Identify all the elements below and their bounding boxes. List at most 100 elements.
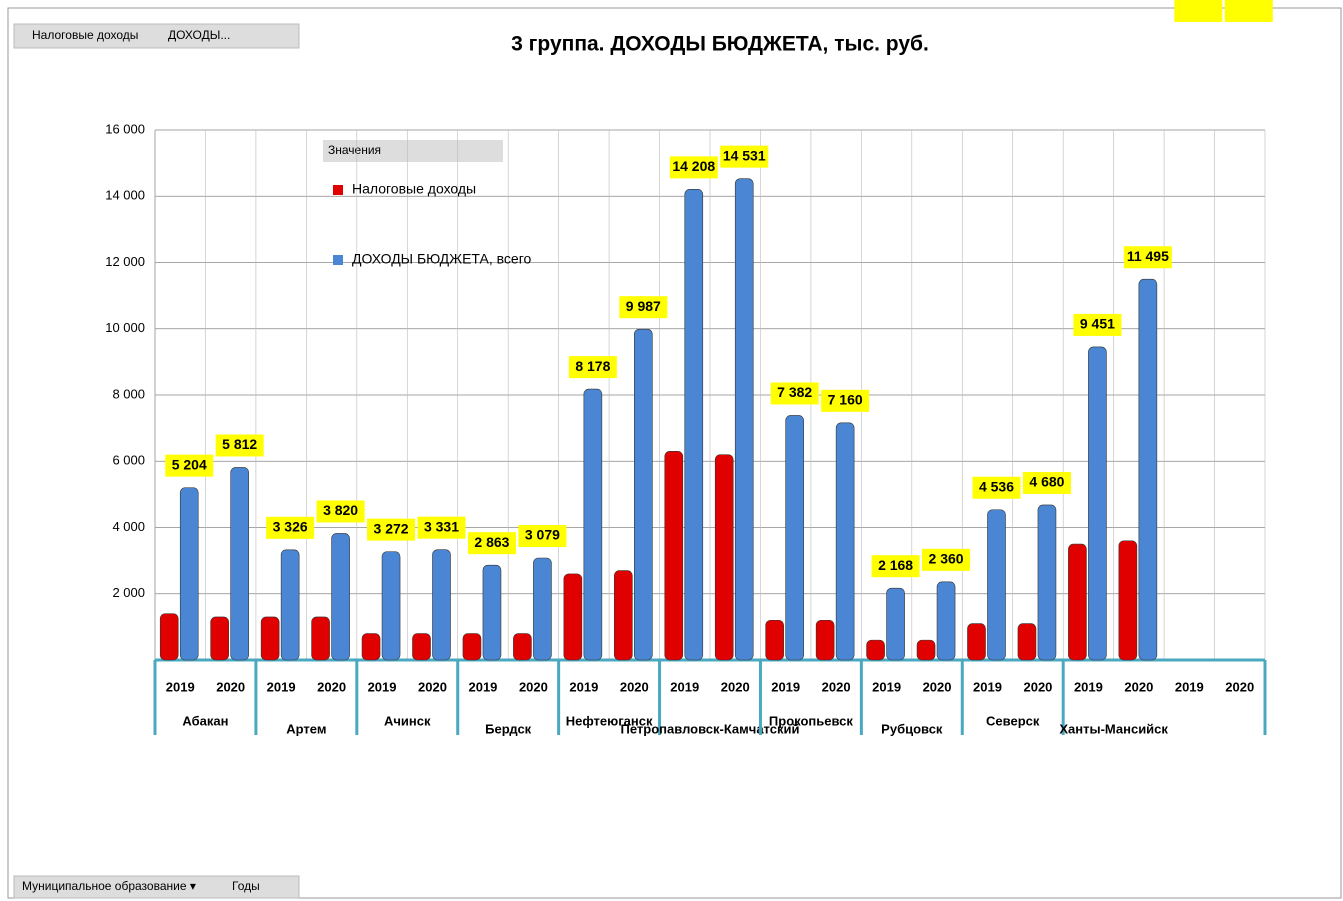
- bar: [462, 633, 482, 661]
- bar: [381, 551, 401, 661]
- x-tick-label: 2020: [317, 679, 346, 694]
- data-label: 7 382: [777, 384, 812, 400]
- x-tick-label: 2019: [973, 679, 1002, 694]
- bar: [634, 328, 653, 661]
- data-label: 3 331: [424, 518, 459, 534]
- group-label: Прокопьевск: [769, 713, 853, 728]
- bar: [159, 613, 179, 661]
- label-box: [1073, 313, 1122, 336]
- label-box: [467, 532, 516, 555]
- x-tick-label: 2019: [468, 679, 497, 694]
- x-tick-label: 2020: [1225, 679, 1254, 694]
- x-tick-label: 2019: [771, 679, 800, 694]
- bar: [835, 422, 855, 661]
- axis-field[interactable]: Муниципальное образование ▾: [22, 879, 196, 893]
- bar: [967, 623, 986, 661]
- data-label: 3 820: [323, 502, 358, 518]
- bar: [361, 633, 381, 661]
- data-label: 14 531: [723, 147, 766, 163]
- data-label: 4 680: [1029, 474, 1064, 490]
- label-box: [316, 500, 365, 523]
- chart-title: 3 группа. ДОХОДЫ БЮДЖЕТА, тыс. руб.: [511, 33, 929, 56]
- field-button[interactable]: ДОХОДЫ...: [168, 28, 230, 42]
- y-tick-label: 2 000: [112, 585, 145, 600]
- group-label: Рубцовск: [881, 721, 943, 736]
- label-box: [669, 156, 718, 179]
- label-box: [1174, 0, 1223, 22]
- group-label: Артем: [286, 721, 326, 736]
- y-tick-label: 4 000: [112, 519, 145, 534]
- data-label: 2 863: [474, 534, 509, 550]
- data-label: 14 208: [672, 158, 715, 174]
- y-tick-label: 10 000: [105, 320, 145, 335]
- x-tick-label: 2019: [166, 679, 195, 694]
- group-label: Нефтеюганск: [566, 713, 653, 728]
- bar: [533, 557, 552, 661]
- group-label: Бердск: [485, 721, 532, 736]
- x-tick-label: 2020: [822, 679, 851, 694]
- label-box: [266, 516, 315, 539]
- data-label: 4 536: [979, 478, 1014, 494]
- data-label: 9 987: [626, 298, 661, 314]
- data-label: 8 178: [575, 358, 610, 374]
- bar: [886, 587, 905, 661]
- group-label: Абакан: [182, 713, 228, 728]
- legend-label: Налоговые доходы: [352, 181, 476, 197]
- label-box: [215, 434, 264, 457]
- bar: [482, 564, 502, 661]
- group-label: Северск: [986, 713, 1040, 728]
- bar: [916, 639, 936, 661]
- x-tick-label: 2019: [1175, 679, 1204, 694]
- data-label: 9 451: [1080, 316, 1115, 332]
- label-box: [922, 548, 971, 571]
- label-box: [165, 454, 214, 477]
- bar: [311, 616, 330, 661]
- bar: [734, 178, 754, 661]
- bar: [1088, 346, 1107, 661]
- x-tick-label: 2019: [368, 679, 397, 694]
- label-box: [972, 476, 1021, 499]
- bar: [412, 633, 431, 661]
- group-label: Петропавловск-Камчатский: [621, 721, 800, 736]
- data-label: 3 326: [273, 519, 308, 535]
- x-tick-label: 2020: [519, 679, 548, 694]
- data-label: 2 360: [929, 551, 964, 567]
- x-tick-label: 2020: [620, 679, 649, 694]
- y-tick-label: 6 000: [112, 453, 145, 468]
- x-tick-label: 2019: [872, 679, 901, 694]
- bar: [1017, 623, 1037, 661]
- label-box: [1022, 471, 1071, 494]
- data-label: 5 812: [222, 436, 257, 452]
- label-box: [770, 382, 819, 405]
- bar: [331, 533, 350, 661]
- field-button[interactable]: Налоговые доходы: [32, 28, 138, 42]
- bar: [513, 633, 532, 661]
- label-box: [1224, 0, 1273, 22]
- bar: [432, 549, 451, 661]
- data-label: 7 160: [828, 392, 863, 408]
- legend-title: Значения: [328, 143, 381, 157]
- x-tick-label: 2020: [418, 679, 447, 694]
- x-tick-label: 2020: [216, 679, 245, 694]
- bar: [987, 509, 1006, 661]
- y-tick-label: 12 000: [105, 254, 145, 269]
- bar: [1037, 504, 1057, 661]
- bar: [614, 570, 633, 661]
- x-tick-label: 2019: [569, 679, 598, 694]
- label-box: [871, 555, 920, 578]
- label-box: [720, 145, 769, 168]
- x-tick-label: 2020: [923, 679, 952, 694]
- bar: [1118, 540, 1138, 661]
- group-label: Ханты-Мансийск: [1059, 721, 1168, 736]
- label-box: [518, 525, 567, 548]
- bar: [866, 639, 885, 661]
- bar: [684, 189, 704, 661]
- x-tick-label: 2020: [721, 679, 750, 694]
- x-tick-label: 2019: [670, 679, 699, 694]
- bar: [280, 549, 300, 661]
- axis-field[interactable]: Годы: [232, 879, 260, 893]
- bar: [785, 415, 804, 661]
- bar: [765, 619, 784, 661]
- x-tick-label: 2019: [267, 679, 296, 694]
- bar: [714, 454, 734, 661]
